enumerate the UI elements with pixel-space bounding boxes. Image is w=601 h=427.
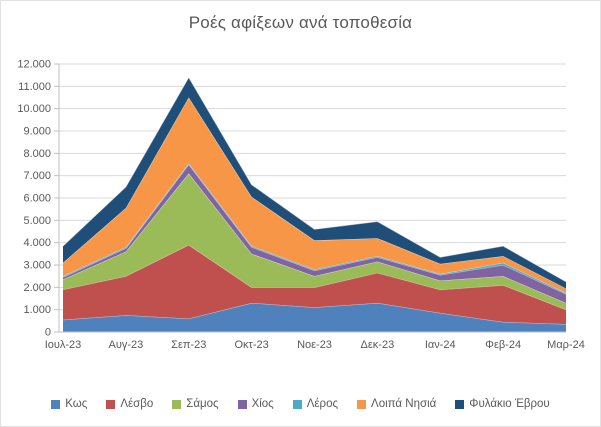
y-axis-label: 4.000 [23, 237, 51, 249]
area-series-Χίος [63, 164, 566, 303]
x-axis-label: Δεκ-23 [361, 339, 395, 351]
legend-swatch-icon [357, 399, 367, 409]
x-axis-label: Φεβ-24 [485, 339, 521, 351]
legend-item-Φυλάκιο Έβρου: Φυλάκιο Έβρου [455, 398, 550, 410]
legend-label: Λέσβο [120, 398, 154, 410]
legend-label: Λέρος [306, 398, 339, 410]
y-axis-label: 9.000 [23, 126, 51, 138]
y-axis-label: 5.000 [23, 215, 51, 227]
x-axis-label: Νοε-23 [297, 339, 332, 351]
legend-swatch-icon [292, 399, 302, 409]
legend: Κως Λέσβο Σάμος Χίος Λέρος Λοιπά Νησιά Φυλάκιο… [1, 398, 600, 410]
y-axis-label: 2.000 [23, 282, 51, 294]
y-axis-label: 1.000 [23, 304, 51, 316]
legend-item-Κως: Κως [51, 398, 87, 410]
y-axis-label: 10.000 [17, 103, 51, 115]
legend-swatch-icon [106, 399, 116, 409]
area-series-Σάμος [63, 173, 566, 310]
area-series-Λοιπά Νησιά [63, 97, 566, 293]
y-axis-label: 12.000 [17, 59, 51, 71]
y-axis-label: 6.000 [23, 193, 51, 205]
legend-item-Χίος: Χίος [237, 398, 274, 410]
y-axis-label: 8.000 [23, 148, 51, 160]
x-axis-label: Οκτ-23 [234, 339, 268, 351]
legend-item-Λοιπά Νησιά: Λοιπά Νησιά [357, 398, 436, 410]
y-axis-label: 7.000 [23, 170, 51, 182]
legend-swatch-icon [172, 399, 182, 409]
chart-title: Ροές αφίξεων ανά τοποθεσία [188, 13, 413, 32]
area-series-Λέσβο [63, 244, 566, 325]
x-axis-label: Αυγ-23 [108, 339, 143, 351]
area-series-Κως [63, 302, 566, 332]
legend-swatch-icon [51, 399, 61, 409]
area-series-edge [62, 76, 567, 283]
y-axis-label: 0 [45, 327, 51, 339]
x-axis-label: Ιαν-24 [425, 339, 456, 351]
y-axis-label: 11.000 [18, 81, 51, 93]
legend-label: Φυλάκιο Έβρου [469, 398, 550, 410]
legend-label: Χίος [251, 398, 274, 410]
legend-label: Σάμος [186, 398, 219, 410]
x-axis-label: Σεπ-23 [171, 339, 206, 351]
x-axis-label: Μαρ-24 [547, 339, 585, 351]
legend-item-Λέρος: Λέρος [292, 398, 339, 410]
y-axis-label: 3.000 [23, 260, 51, 272]
legend-swatch-icon [237, 399, 247, 409]
legend-item-Σάμος: Σάμος [172, 398, 219, 410]
legend-item-Λέσβο: Λέσβο [106, 398, 153, 410]
legend-label: Κως [65, 398, 88, 410]
x-axis-label: Ιουλ-23 [45, 339, 82, 351]
legend-swatch-icon [455, 399, 465, 409]
legend-label: Λοιπά Νησιά [371, 398, 437, 410]
